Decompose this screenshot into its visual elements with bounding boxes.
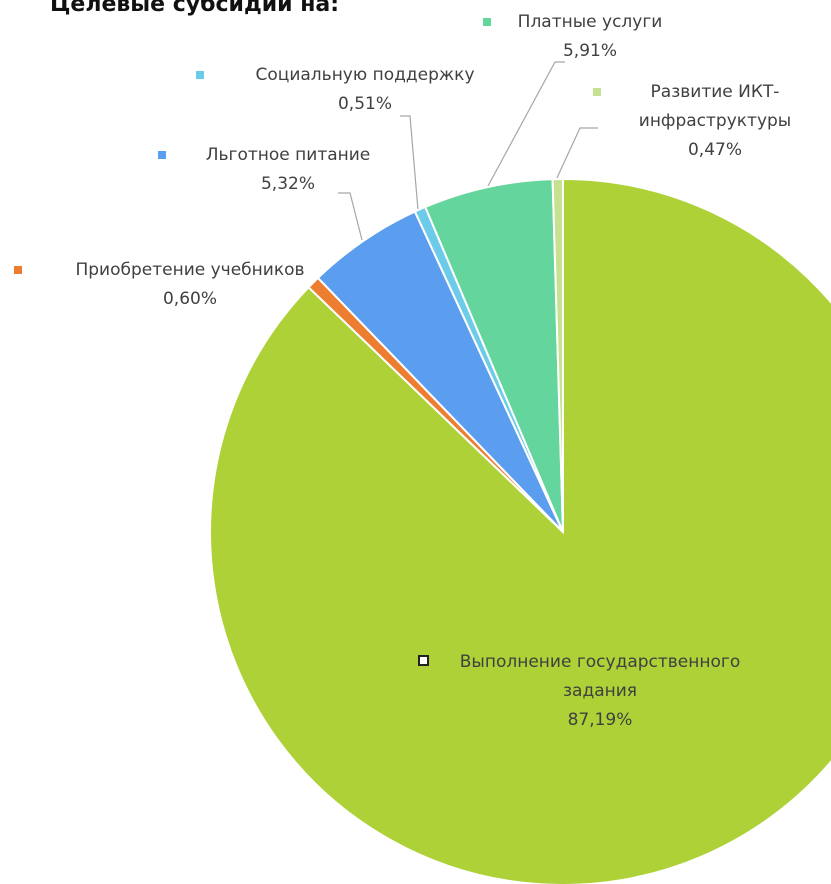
pie-slice	[209, 177, 831, 884]
category-label: Льготное питание	[205, 145, 371, 165]
category-label: Приобретение учебников	[75, 260, 305, 280]
value-label: 0,47%	[687, 140, 742, 160]
value-label: 5,91%	[562, 41, 617, 61]
data-label: Приобретение учебников 0,60%	[25, 256, 355, 314]
value-label: 0,51%	[337, 94, 392, 114]
leader-line	[555, 127, 598, 181]
legend-marker	[196, 71, 204, 79]
category-label: Развитие ИКТ-инфраструктуры	[638, 82, 792, 131]
pie-slice	[423, 178, 564, 533]
legend-marker	[593, 88, 601, 96]
category-label: Выполнение государственного задания	[459, 652, 741, 701]
data-label: Выполнение государственного задания 87,19…	[435, 648, 765, 735]
leader-line	[400, 115, 419, 211]
category-label: Социальную поддержку	[255, 65, 475, 85]
value-label: 87,19%	[567, 710, 633, 730]
leader-line	[487, 61, 565, 187]
data-label: Платные услуги 5,91%	[480, 8, 700, 66]
value-label: 0,60%	[162, 289, 217, 309]
data-label: Социальную поддержку 0,51%	[205, 61, 525, 119]
data-label: Развитие ИКТ-инфраструктуры 0,47%	[610, 78, 820, 165]
legend-marker	[418, 655, 429, 666]
chart-title: Целевые субсидии на:	[50, 0, 340, 17]
category-label: Платные услуги	[517, 12, 663, 32]
pie-slice	[551, 177, 564, 533]
leader-lines	[338, 61, 598, 241]
leader-line	[338, 192, 363, 241]
data-label: Льготное питание 5,32%	[168, 141, 408, 199]
legend-marker	[158, 151, 166, 159]
value-label: 5,32%	[260, 174, 315, 194]
legend-marker	[483, 18, 491, 26]
legend-marker	[14, 266, 22, 274]
